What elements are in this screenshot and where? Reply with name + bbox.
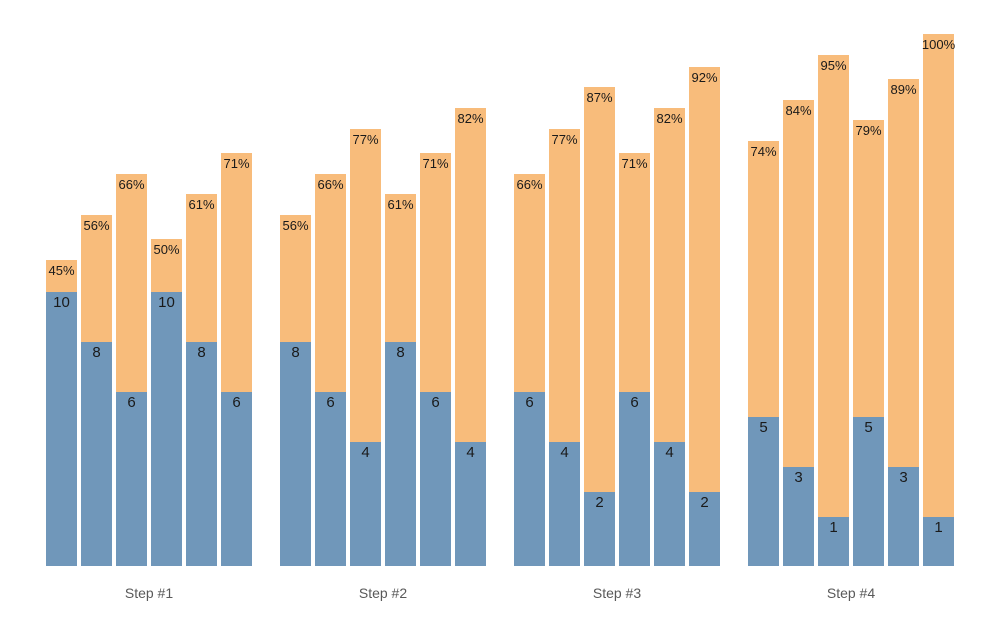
bar-bottom-segment [350,442,381,566]
bar-value-label: 4 [361,444,370,461]
bar-percent-label: 77% [551,132,578,147]
bar-percent-label: 89% [890,82,917,97]
bar-value-label: 3 [794,469,803,486]
bar-percent-label: 71% [621,156,648,171]
bar-bottom-segment [888,467,919,566]
bar-percent-label: 79% [855,123,882,138]
bar-percent-label: 56% [83,218,110,233]
bar-value-label: 6 [232,394,241,411]
bar-percent-label: 87% [586,90,613,105]
x-axis-category-label: Step #4 [826,585,876,601]
bar-percent-label: 82% [457,111,484,126]
bar-value-label: 8 [197,344,206,361]
bar-percent-label: 92% [691,70,718,85]
bar-value-label: 2 [595,494,604,511]
bar-bottom-segment [46,292,77,566]
bar-percent-label: 82% [656,111,683,126]
x-axis-category-label: Step #3 [592,585,642,601]
bar-value-label: 5 [759,419,768,436]
bar-bottom-segment [853,417,884,566]
bar-percent-label: 66% [317,177,344,192]
bar-value-label: 10 [53,294,70,311]
bar-bottom-segment [923,517,954,566]
bar-bottom-segment [748,417,779,566]
bar-value-label: 6 [127,394,136,411]
bar-percent-label: 84% [785,103,812,118]
bar-bottom-segment [584,492,615,566]
bar-bottom-segment [151,292,182,566]
bar-bottom-segment [654,442,685,566]
bar-bottom-segment [280,342,311,566]
bar-bottom-segment [455,442,486,566]
bar-bottom-segment [81,342,112,566]
bar-percent-label: 77% [352,132,379,147]
bar-top-segment [689,67,720,566]
bar-value-label: 4 [560,444,569,461]
bar-top-segment [818,55,849,566]
bar-bottom-segment [689,492,720,566]
bar-percent-label: 100% [921,37,956,52]
bar-value-label: 2 [700,494,709,511]
bar-value-label: 8 [291,344,300,361]
bar-percent-label: 61% [387,197,414,212]
bar-value-label: 10 [158,294,175,311]
bar-value-label: 1 [829,519,838,536]
bar-percent-label: 66% [118,177,145,192]
x-axis-category-label: Step #2 [358,585,408,601]
bar-bottom-segment [385,342,416,566]
bar-percent-label: 45% [48,263,75,278]
x-axis-category-label: Step #1 [124,585,174,601]
bar-bottom-segment [818,517,849,566]
bar-value-label: 3 [899,469,908,486]
bar-percent-label: 95% [820,58,847,73]
bar-bottom-segment [514,392,545,566]
bar-percent-label: 71% [422,156,449,171]
bar-top-segment [923,34,954,566]
bar-percent-label: 66% [516,177,543,192]
bar-bottom-segment [549,442,580,566]
bar-bottom-segment [315,392,346,566]
bar-percent-label: 61% [188,197,215,212]
bar-bottom-segment [116,392,147,566]
bar-value-label: 5 [864,419,873,436]
bar-top-segment [584,87,615,566]
bar-value-label: 4 [466,444,475,461]
bar-value-label: 8 [396,344,405,361]
bar-bottom-segment [783,467,814,566]
bar-percent-label: 71% [223,156,250,171]
bar-bottom-segment [420,392,451,566]
bar-value-label: 1 [934,519,943,536]
bar-bottom-segment [186,342,217,566]
bar-value-label: 6 [326,394,335,411]
bar-bottom-segment [221,392,252,566]
bar-value-label: 6 [431,394,440,411]
bar-value-label: 8 [92,344,101,361]
bar-bottom-segment [619,392,650,566]
bar-percent-label: 74% [750,144,777,159]
bar-percent-label: 50% [153,242,180,257]
bar-value-label: 6 [630,394,639,411]
bar-percent-label: 56% [282,218,309,233]
bar-value-label: 4 [665,444,674,461]
bar-value-label: 6 [525,394,534,411]
